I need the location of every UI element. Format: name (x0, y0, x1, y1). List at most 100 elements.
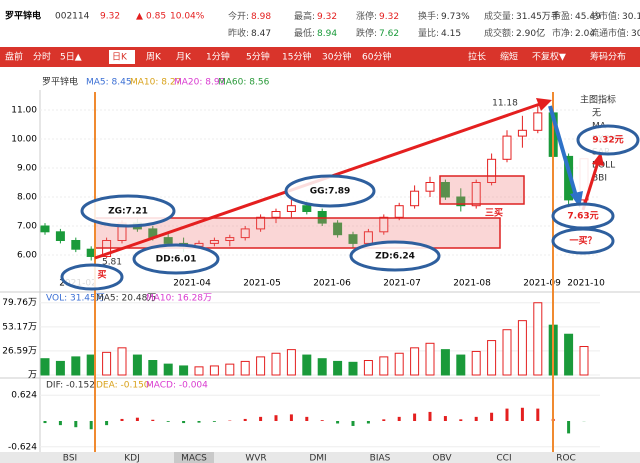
bottom-tab[interactable]: ROC (556, 454, 576, 463)
bottom-tab[interactable]: MACS (181, 454, 207, 463)
indicator-option[interactable]: BBI (592, 174, 607, 184)
candle-body (240, 228, 250, 239)
volume-bar (425, 342, 435, 376)
toolbar-tab[interactable]: 分时 (33, 51, 51, 63)
arrow: ▲ (136, 12, 143, 22)
annotation-ellipse (576, 124, 640, 156)
volume-bar (225, 363, 235, 376)
toolbar-tab[interactable]: 15分钟 (282, 51, 311, 63)
toolbar-tab[interactable]: 1分钟 (206, 51, 230, 63)
stat: 市盈: 45.49 (552, 10, 601, 22)
candle-body (456, 196, 466, 207)
stat-label: 换手: (418, 10, 439, 22)
toolbar-tab[interactable]: 日K (112, 52, 128, 63)
y-tick-label: 7.00 (17, 222, 37, 232)
stat-label: 市净: (552, 27, 573, 39)
annotation-shapes (94, 92, 604, 452)
x-tick-label: 2021-06 (313, 279, 351, 289)
annotation: 5.81 (102, 258, 122, 268)
bottom-tab[interactable]: OBV (432, 454, 452, 463)
volume-bar (194, 366, 204, 376)
x-tick-label: 2021-04 (173, 279, 211, 289)
legend-item: 罗平锌电 (42, 76, 78, 88)
stat-value: 2.04 (575, 29, 595, 39)
toolbar-bg (0, 47, 640, 67)
x-tick-label: 2021-09 (523, 279, 561, 289)
y-tick-label: 10.00 (11, 135, 37, 145)
volume-bar (333, 360, 343, 376)
candle-body (348, 234, 358, 244)
y-tick-label: 6.00 (17, 251, 37, 261)
legend-item: MA10: 8.27 (130, 78, 181, 88)
arrow-head (536, 98, 552, 111)
x-tick-label: 2021-07 (383, 279, 421, 289)
toolbar-tab[interactable]: 5分钟 (246, 51, 270, 63)
change: 0.85 (146, 12, 166, 22)
stat: 涨停: 9.32 (356, 10, 399, 22)
bottom-tab[interactable]: BIAS (370, 454, 391, 463)
candle-body (517, 129, 527, 137)
toolbar-tab[interactable]: 60分钟 (362, 51, 391, 63)
volume-bar (148, 360, 158, 376)
stat-label: 跌停: (356, 27, 377, 39)
x-tick-label: 2021-10 (567, 279, 605, 289)
toolbar-tab[interactable]: 5日▲ (60, 52, 82, 63)
toolbar-right[interactable]: 筹码分布 (590, 51, 626, 63)
toolbar-tab[interactable]: 月K (176, 52, 192, 63)
volume-bar (132, 354, 142, 376)
candle-body (487, 158, 497, 184)
stat: 跌停: 7.62 (356, 27, 399, 39)
toolbar-right[interactable]: 不复权▼ (532, 51, 566, 63)
volume-bar (410, 347, 420, 376)
candle-body (40, 225, 50, 233)
volume-bar (240, 360, 250, 376)
legend-item: DEA: -0.150 (96, 381, 150, 391)
stat: 市净: 2.04 (552, 27, 595, 39)
volume-bar (471, 350, 481, 376)
indicator-option[interactable]: 无 (592, 108, 601, 119)
y-tick-label: 53.17万 (2, 322, 37, 332)
toolbar-right[interactable]: 拉长 (468, 51, 486, 63)
candle-body (333, 222, 343, 236)
y-tick-label: 79.76万 (2, 298, 37, 308)
x-tick-label: 2021-08 (453, 279, 491, 289)
stat-value: 4.15 (441, 29, 461, 39)
stat: 昨收: 8.47 (228, 27, 271, 39)
toolbar-tab[interactable]: 盘前 (5, 51, 23, 63)
legend-item: MA10: 16.28万 (146, 294, 212, 304)
stat: 量比: 4.15 (418, 27, 461, 39)
bottom-tab[interactable]: KDJ (124, 454, 140, 463)
volume-bar (55, 360, 65, 376)
annotation-ellipse (284, 174, 376, 208)
legend-item: VOL: 31.45万 (46, 294, 105, 304)
candle-body (440, 182, 450, 198)
up-arrow (581, 161, 600, 211)
legend-item: MA5: 20.48万 (96, 294, 156, 304)
stat-label: 今开: (228, 10, 249, 22)
annotation-ellipse (132, 243, 220, 275)
candle-body (209, 240, 219, 244)
toolbar-right[interactable]: 缩短 (500, 51, 518, 63)
toolbar-tab[interactable]: 30分钟 (322, 51, 351, 63)
stat-value: 7.62 (379, 29, 399, 39)
zone-box (94, 217, 501, 249)
bottom-tab[interactable]: CCI (496, 454, 511, 463)
candle-body (71, 240, 81, 250)
toolbar-tab[interactable]: 周K (146, 52, 162, 63)
volume-bar (533, 302, 543, 376)
bottom-tab[interactable]: WVR (245, 454, 266, 463)
volume-bar (564, 333, 574, 376)
stat-value: 8.94 (317, 29, 337, 39)
legend-item: MA60: 8.56 (218, 78, 270, 88)
indicator-option: 主图指标 (580, 94, 616, 106)
legend-item: MACD: -0.004 (146, 381, 208, 391)
stat-label: 最高: (294, 10, 315, 22)
legend-item: MA5: 8.45 (86, 78, 132, 88)
bottom-tab[interactable]: BSI (63, 454, 77, 463)
stat-label: 昨收: (228, 27, 249, 39)
annotation: 一买？ (569, 236, 596, 247)
annotation: 三买 (485, 208, 503, 219)
bottom-tab[interactable]: DMI (309, 454, 326, 463)
candle-body (394, 205, 404, 218)
